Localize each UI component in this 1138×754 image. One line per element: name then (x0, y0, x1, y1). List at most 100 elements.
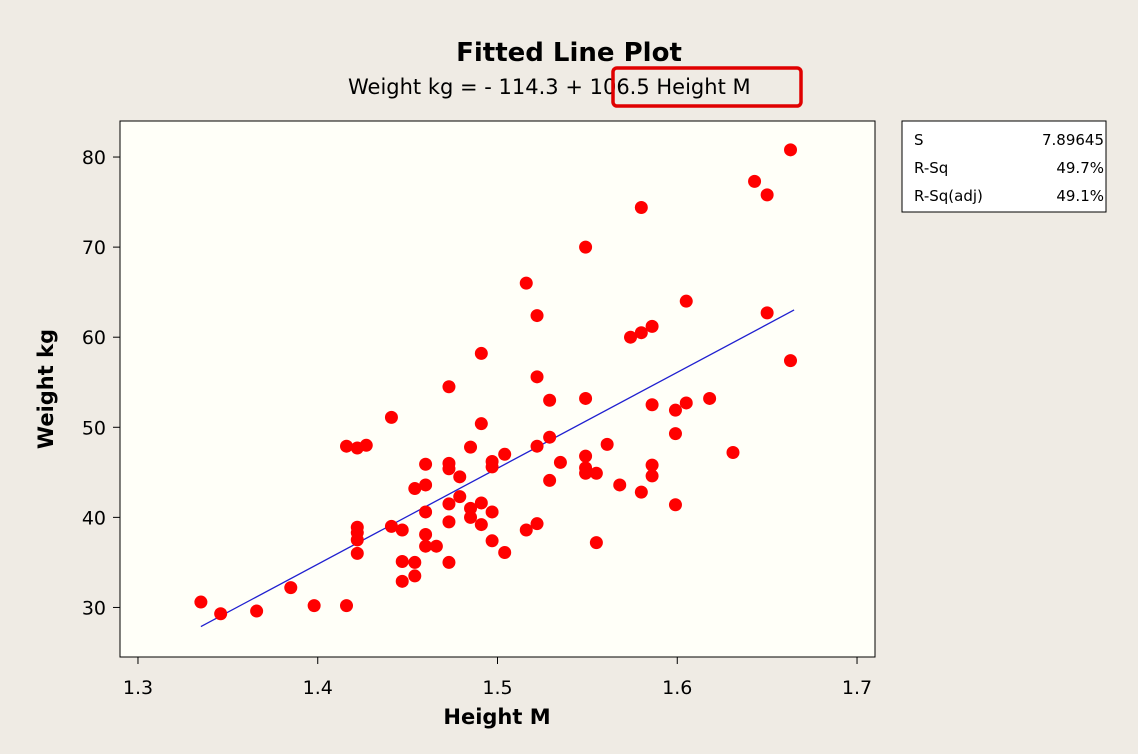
data-point (474, 518, 488, 532)
data-point (307, 599, 321, 613)
data-point (634, 200, 648, 214)
data-point (760, 188, 774, 202)
data-point (624, 330, 638, 344)
stat-value: 49.7% (1056, 159, 1104, 177)
data-point (485, 505, 499, 519)
x-tick-label: 1.6 (662, 677, 692, 699)
data-point (340, 439, 353, 453)
y-axis-label: Weight kg (34, 329, 58, 449)
data-point (645, 458, 659, 472)
data-point (645, 398, 659, 412)
data-points (194, 143, 798, 621)
stats-box (901, 120, 1107, 213)
stat-label: R-Sq(adj) (914, 187, 983, 205)
x-axis-label: Height M (443, 705, 550, 729)
data-point (579, 466, 593, 480)
data-point (668, 427, 682, 441)
chart-subtitle-equation: Weight kg = - 114.3 + 106.5 Height M (348, 75, 751, 99)
y-tick-label: 60 (82, 327, 106, 349)
stats-table: S 7.89645 R-Sq 49.7% R-Sq(adj) 49.1% (914, 131, 1104, 205)
chart-title: Fitted Line Plot (456, 38, 682, 68)
y-tick-label: 40 (82, 507, 106, 529)
data-point (634, 326, 648, 340)
data-point (442, 497, 456, 511)
data-point (474, 417, 488, 431)
stat-label: S (914, 131, 924, 149)
stat-value: 49.1% (1056, 187, 1104, 205)
data-point (429, 539, 443, 553)
y-tick-label: 80 (82, 147, 106, 169)
data-point (760, 306, 774, 320)
data-point (408, 569, 422, 583)
data-point (589, 536, 603, 550)
data-point (645, 319, 659, 333)
data-point (194, 595, 208, 609)
data-point (668, 403, 682, 417)
data-point (579, 240, 593, 254)
data-point (498, 447, 512, 461)
x-tick-label: 1.7 (842, 677, 872, 699)
data-point (679, 396, 693, 410)
data-point (600, 437, 614, 451)
data-point (530, 517, 544, 531)
data-point (530, 370, 544, 384)
data-point (395, 555, 409, 569)
data-point (485, 460, 499, 474)
data-point (589, 466, 603, 480)
y-tick-label: 30 (82, 597, 106, 619)
data-point (613, 478, 627, 492)
data-point (519, 523, 533, 537)
data-point (464, 501, 478, 515)
data-point (726, 446, 740, 460)
data-point (464, 440, 478, 454)
data-point (634, 485, 648, 499)
y-tick-label: 50 (82, 417, 106, 439)
data-point (442, 462, 456, 476)
data-point (645, 469, 659, 483)
data-point (419, 527, 433, 541)
data-point (350, 546, 364, 560)
highlight-box (611, 66, 803, 108)
data-point (408, 555, 422, 569)
data-point (485, 534, 499, 548)
stat-label: R-Sq (914, 159, 948, 177)
x-tick-label: 1.4 (303, 677, 333, 699)
data-point (530, 309, 544, 323)
data-point (419, 539, 433, 553)
data-point (668, 498, 682, 512)
data-point (464, 510, 478, 524)
equation-slope-term: 106.5 Height M (590, 75, 751, 99)
data-point (408, 482, 422, 496)
x-tick-label: 1.5 (482, 677, 512, 699)
data-point (250, 604, 264, 618)
data-point (384, 410, 398, 424)
data-point (679, 294, 693, 308)
data-point (214, 607, 228, 621)
data-point (519, 276, 533, 290)
data-point (784, 143, 798, 157)
data-point (453, 470, 467, 484)
data-point (340, 599, 353, 613)
data-point (442, 515, 456, 529)
data-point (442, 555, 456, 569)
data-point (579, 449, 593, 463)
plot-area (119, 120, 876, 658)
data-point (442, 380, 456, 394)
data-point (579, 391, 593, 405)
data-point (748, 174, 762, 188)
equation-prefix: Weight kg = - 114.3 + (348, 75, 590, 99)
data-point (419, 478, 433, 492)
data-point (543, 473, 557, 487)
data-point (284, 581, 298, 595)
data-point (703, 391, 717, 405)
data-point (784, 354, 798, 368)
data-point (384, 519, 398, 533)
stat-value: 7.89645 (1042, 131, 1104, 149)
data-point (453, 490, 467, 504)
data-point (530, 439, 544, 453)
data-point (419, 505, 433, 519)
data-point (395, 574, 409, 588)
x-tick-label: 1.3 (123, 677, 153, 699)
data-point (474, 346, 488, 360)
